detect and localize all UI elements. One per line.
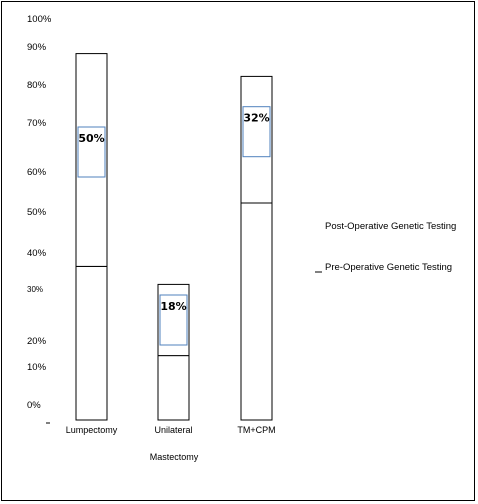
y-tick-label: 90% [27, 42, 47, 53]
percentage-label: 18% [160, 300, 186, 313]
legend: Post-Operative Genetic Testing Pre-Operat… [315, 221, 456, 273]
percentage-label: 50% [78, 132, 104, 145]
bar-pre-operative [240, 202, 273, 421]
percentage-label-box [159, 294, 188, 346]
y-tick-label: 10% [27, 362, 47, 373]
x-axis-category-labels: Lumpectomy Unilateral TM+CPM [66, 425, 276, 435]
bar-post-operative [157, 283, 190, 357]
x-category-label: Lumpectomy [66, 425, 118, 435]
y-tick-label: 70% [27, 118, 47, 129]
y-tick-label: 20% [27, 336, 47, 347]
legend-item-label: Pre-Operative Genetic Testing [325, 262, 452, 273]
y-tick-label: 0% [27, 400, 41, 411]
x-category-label: Unilateral [154, 425, 192, 435]
percentage-label-box [77, 126, 106, 178]
y-tick-label: 40% [27, 248, 47, 259]
y-tick-label: 100% [27, 14, 52, 25]
bars [75, 53, 273, 421]
y-tick-label: 30% [27, 285, 43, 294]
percentage-label-box [242, 106, 271, 158]
y-tick-label: 80% [27, 80, 47, 91]
x-axis-secondary-label: Mastectomy [150, 452, 199, 462]
y-axis-tick-labels: 100% 90% 80% 70% 60% 50% 40% 30% 20% 10% 0% [27, 14, 52, 424]
percentage-boxes: 50% 18% 32% [77, 106, 271, 346]
legend-item-label: Post-Operative Genetic Testing [325, 221, 456, 232]
bar-pre-operative [75, 265, 108, 421]
bar-post-operative [240, 75, 273, 204]
percentage-label: 32% [243, 112, 269, 125]
y-tick-label: 50% [27, 207, 47, 218]
y-tick-label: 60% [27, 167, 47, 178]
bar-pre-operative [157, 355, 190, 421]
x-category-label: TM+CPM [237, 425, 275, 435]
bar-post-operative [75, 53, 108, 267]
